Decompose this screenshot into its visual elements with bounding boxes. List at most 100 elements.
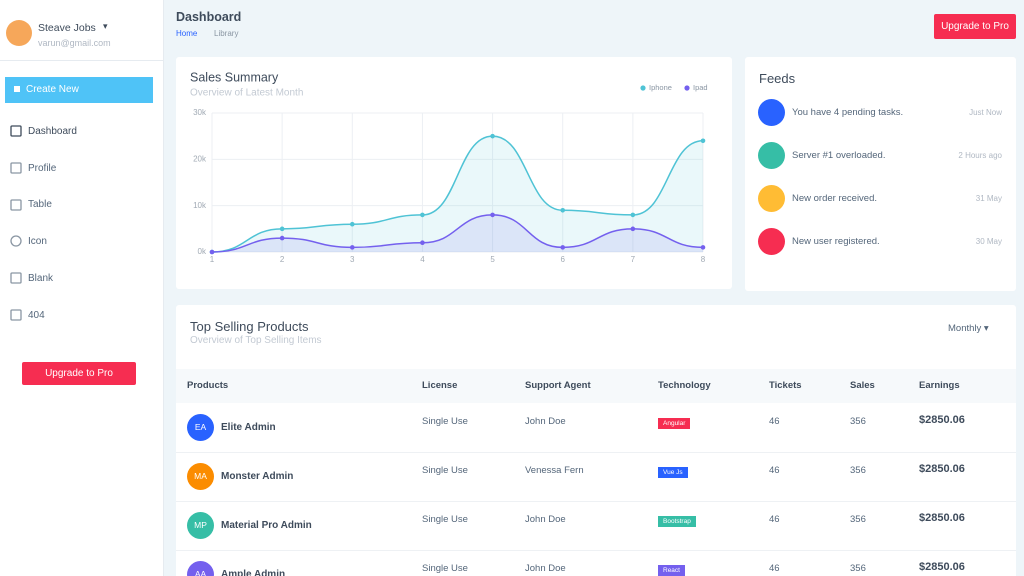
feed-icon xyxy=(758,99,785,126)
data-point xyxy=(420,240,425,246)
divider xyxy=(0,60,163,61)
feed-text: You have 4 pending tasks. xyxy=(792,107,904,118)
period-dropdown[interactable]: Monthly ▾ xyxy=(948,323,989,334)
x-tick-label: 6 xyxy=(560,255,565,264)
data-point xyxy=(630,212,636,218)
column-header: Sales xyxy=(850,380,875,391)
icon-shape xyxy=(10,309,22,321)
cell: 356 xyxy=(850,563,866,574)
avatar: AA xyxy=(187,561,214,576)
earnings: $2850.06 xyxy=(919,561,965,573)
cell: John Doe xyxy=(525,416,566,427)
legend-label: Iphone xyxy=(649,83,672,92)
nav-label: Icon xyxy=(28,236,47,248)
tech-badge: Bootstrap xyxy=(658,516,696,527)
cell: 356 xyxy=(850,514,866,525)
nav-item[interactable]: 404 xyxy=(10,306,45,326)
feed-icon xyxy=(758,142,785,169)
user-dropdown[interactable]: ▾ xyxy=(103,21,108,31)
data-point xyxy=(700,245,706,250)
period-label: Monthly xyxy=(948,323,982,334)
feed-time: 31 May xyxy=(975,194,1002,203)
cell: Single Use xyxy=(422,563,468,574)
data-point xyxy=(209,249,215,255)
icon-shape xyxy=(10,125,22,138)
cell: John Doe xyxy=(525,563,566,574)
earnings: $2850.06 xyxy=(919,463,965,475)
user-email: varun@gmail.com xyxy=(38,38,111,48)
x-tick-label: 3 xyxy=(350,255,355,264)
feeds-card: Feeds You have 4 pending tasks. Just Now S… xyxy=(745,57,1016,291)
card-title: Top Selling Products xyxy=(190,319,309,334)
data-point xyxy=(490,133,495,139)
breadcrumb[interactable]: Library xyxy=(214,29,239,38)
nav-item[interactable]: Dashboard xyxy=(10,122,77,142)
product-name: Elite Admin xyxy=(221,422,276,433)
nav-icon xyxy=(10,272,22,284)
data-point xyxy=(630,226,636,232)
icon-shape xyxy=(10,199,22,211)
avatar: MA xyxy=(187,463,214,490)
product-name: Material Pro Admin xyxy=(221,520,312,531)
nav-label: Table xyxy=(28,199,52,211)
page-title: Dashboard xyxy=(176,10,242,24)
legend-label: Ipad xyxy=(693,83,708,92)
cell: 46 xyxy=(769,514,780,525)
card-subtitle: Overview of Top Selling Items xyxy=(190,335,322,346)
feed-time: 2 Hours ago xyxy=(958,151,1002,160)
icon-shape xyxy=(10,272,22,284)
tech-badge: Vue Js xyxy=(658,467,688,478)
x-tick-label: 8 xyxy=(701,255,706,264)
avatar: EA xyxy=(187,414,214,441)
legend-marker xyxy=(640,85,646,91)
sales-chart: Sales Summary Overview of Latest Month 0… xyxy=(190,70,708,264)
nav-item[interactable]: Profile xyxy=(10,159,56,179)
cell: 356 xyxy=(850,465,866,476)
card-subtitle: Overview of Latest Month xyxy=(190,88,303,99)
data-point xyxy=(279,226,285,232)
x-tick-label: 2 xyxy=(280,255,285,264)
nav-icon xyxy=(10,162,22,174)
nav-item[interactable]: Blank xyxy=(10,269,53,289)
column-header: Technology xyxy=(658,380,711,391)
nav-label: Profile xyxy=(28,162,57,174)
x-tick-label: 4 xyxy=(420,255,425,264)
avatar: MP xyxy=(187,512,214,539)
nav-label: 404 xyxy=(28,309,45,321)
cell: Venessa Fern xyxy=(525,465,584,476)
header-upgrade-button[interactable]: Upgrade to Pro xyxy=(934,14,1016,39)
row-divider xyxy=(176,452,1016,453)
nav-icon xyxy=(10,309,22,321)
row-divider xyxy=(176,501,1016,502)
data-point xyxy=(490,212,495,218)
sidebar-upgrade-button[interactable]: Upgrade to Pro xyxy=(22,362,136,385)
plus-icon xyxy=(14,86,20,92)
feed-text: New order received. xyxy=(792,193,878,204)
tech-badge: React xyxy=(658,565,685,576)
data-point xyxy=(349,221,355,227)
user-avatar xyxy=(6,20,32,46)
card-title: Sales Summary xyxy=(190,70,279,84)
nav-item[interactable]: Icon xyxy=(10,232,47,252)
y-tick-label: 10k xyxy=(193,201,207,210)
user-name[interactable]: Steave Jobs xyxy=(38,22,96,34)
area-fill xyxy=(212,214,703,252)
cell: Single Use xyxy=(422,465,468,476)
breadcrumb[interactable]: Home xyxy=(176,29,198,38)
cell: 46 xyxy=(769,563,780,574)
column-header: Earnings xyxy=(919,380,960,391)
feed-time: Just Now xyxy=(969,108,1002,117)
nav-item[interactable]: Table xyxy=(10,195,52,215)
card-title: Feeds xyxy=(759,71,796,86)
tech-badge: Angular xyxy=(658,418,691,429)
product-name: Monster Admin xyxy=(221,471,294,482)
x-tick-label: 5 xyxy=(490,255,495,264)
icon-shape xyxy=(10,162,22,174)
x-tick-label: 7 xyxy=(631,255,636,264)
data-point xyxy=(279,235,285,241)
create-button[interactable]: Create New xyxy=(5,77,153,103)
y-tick-label: 30k xyxy=(193,108,207,117)
feed-icon xyxy=(758,185,785,212)
legend-marker xyxy=(684,85,690,91)
